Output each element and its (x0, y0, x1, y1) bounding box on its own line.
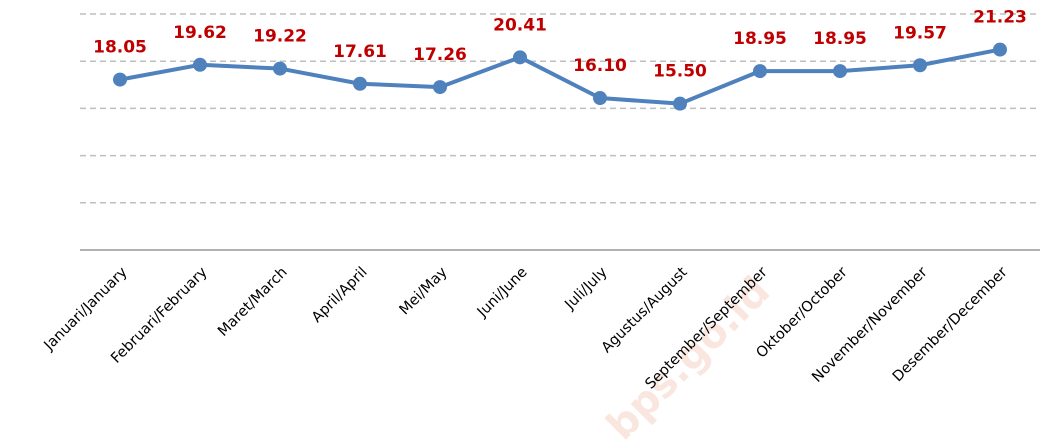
x-tick-label: Juni/June (474, 264, 531, 321)
value-label: 18.05 (93, 38, 147, 58)
marker (593, 91, 607, 106)
x-tick-label: Januari/January (41, 264, 131, 354)
x-tick-label: Mei/May (397, 264, 451, 318)
marker (833, 64, 847, 79)
value-label: 20.41 (493, 15, 547, 35)
marker (273, 61, 287, 76)
value-label: 19.62 (173, 23, 227, 43)
value-label: 18.95 (813, 29, 867, 49)
marker (193, 57, 207, 72)
marker (993, 42, 1007, 57)
marker (113, 72, 127, 87)
marker (673, 96, 687, 111)
value-label: 15.50 (653, 62, 707, 82)
marker (913, 58, 927, 73)
value-label: 21.23 (973, 8, 1027, 28)
value-label: 19.57 (893, 23, 947, 43)
value-label: 19.22 (253, 27, 307, 47)
value-label: 16.10 (573, 56, 627, 76)
line (119, 47, 1001, 106)
x-tick-label: Juli/July (562, 264, 611, 313)
marker (753, 64, 767, 79)
marker (353, 76, 367, 91)
x-tick-label: Maret/March (215, 264, 290, 339)
x-tick-label: April/April (309, 264, 371, 326)
value-label: 17.26 (413, 45, 467, 65)
marker (513, 50, 527, 65)
marker (433, 80, 447, 95)
value-label: 18.95 (733, 29, 787, 49)
value-label: 17.61 (333, 42, 387, 62)
